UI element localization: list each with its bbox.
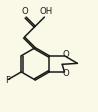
Text: O: O	[62, 50, 69, 59]
Text: O: O	[22, 7, 29, 16]
Text: O: O	[62, 69, 69, 78]
Text: F: F	[5, 76, 10, 85]
Text: OH: OH	[40, 7, 53, 16]
